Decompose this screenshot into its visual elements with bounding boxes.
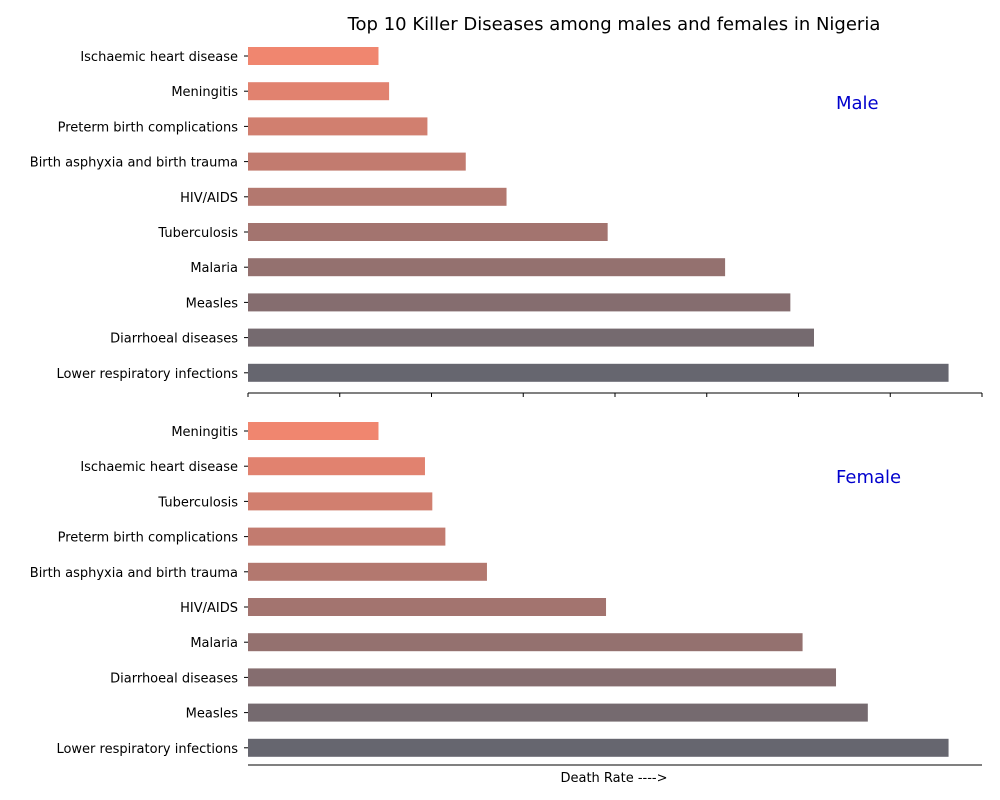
bar (248, 527, 446, 546)
category-label: Meningitis (171, 85, 238, 100)
category-label: Lower respiratory infections (56, 742, 238, 757)
category-label: Diarrhoeal diseases (110, 671, 238, 686)
bar (248, 223, 608, 241)
category-label: Meningitis (171, 425, 238, 440)
category-label: HIV/AIDS (180, 191, 238, 206)
category-label: HIV/AIDS (180, 601, 238, 616)
panel-male: Ischaemic heart disease Meningitis Preterm… (30, 47, 983, 397)
category-label: Lower respiratory infections (56, 367, 238, 382)
bar (248, 703, 868, 722)
panel-label: Female (836, 467, 901, 488)
category-label: Malaria (190, 261, 238, 276)
category-label: Ischaemic heart disease (80, 50, 238, 65)
chart-panels: Ischaemic heart disease Meningitis Preterm… (30, 47, 983, 766)
category-label: Malaria (190, 636, 238, 651)
chart-title: Top 10 Killer Diseases among males and f… (347, 14, 881, 35)
bar (248, 633, 803, 652)
bar (248, 82, 390, 101)
category-label: Tuberculosis (157, 226, 238, 241)
bar (248, 187, 507, 206)
x-axis-label: Death Rate ----> (560, 771, 667, 786)
bar (248, 422, 379, 440)
panel-female: Meningitis Ischaemic heart disease Tubercu… (30, 422, 982, 766)
bar (248, 117, 428, 136)
bar (248, 457, 425, 476)
bar (248, 328, 814, 347)
category-label: Diarrhoeal diseases (110, 332, 238, 347)
category-label: Measles (186, 296, 239, 311)
bar (248, 492, 433, 511)
bar (248, 668, 837, 687)
bar (248, 738, 949, 757)
category-label: Preterm birth complications (58, 120, 239, 135)
bar (248, 47, 379, 65)
category-label: Birth asphyxia and birth trauma (30, 566, 238, 581)
panel-label: Male (836, 93, 879, 114)
category-label: Measles (186, 707, 239, 722)
bar (248, 562, 487, 581)
category-label: Preterm birth complications (58, 531, 239, 546)
category-label: Ischaemic heart disease (80, 460, 238, 475)
bar (248, 258, 726, 277)
bar (248, 293, 791, 312)
category-label: Birth asphyxia and birth trauma (30, 156, 238, 171)
category-label: Tuberculosis (157, 495, 238, 510)
bar (248, 152, 466, 171)
bar (248, 598, 607, 616)
bar (248, 363, 949, 382)
